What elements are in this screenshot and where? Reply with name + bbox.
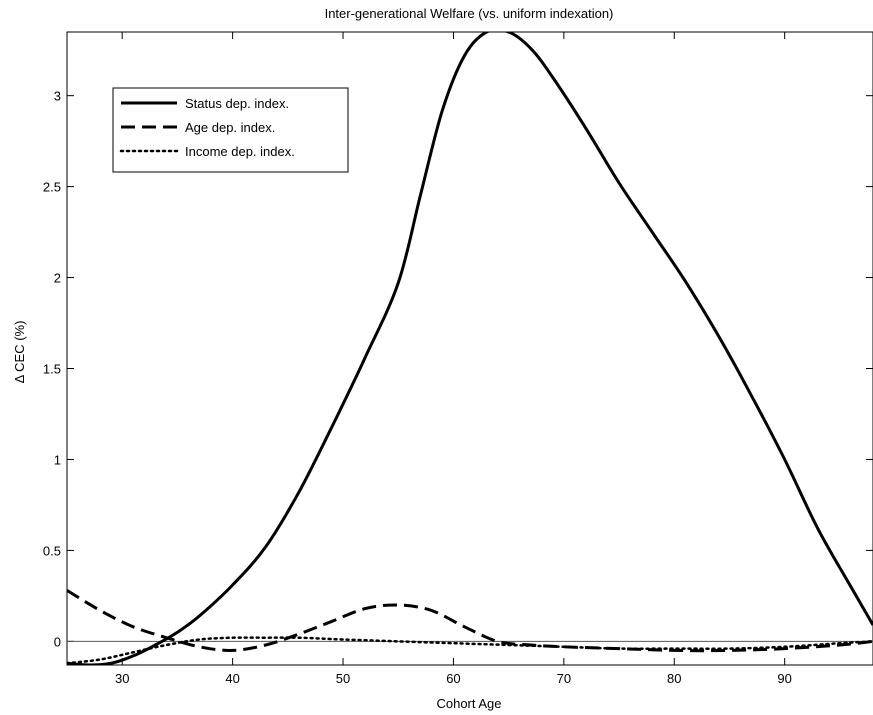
x-axis-label: Cohort Age [436,696,501,711]
y-tick-label: 2 [54,271,61,286]
y-tick-label: 3 [54,89,61,104]
legend-label-status-dep-index: Status dep. index. [185,96,289,111]
x-tick-label: 70 [557,671,571,686]
x-tick-label: 30 [115,671,129,686]
x-tick-label: 40 [225,671,239,686]
chart-title: Inter-generational Welfare (vs. uniform … [325,6,614,21]
y-tick-label: 0.5 [43,543,61,558]
y-tick-label: 2.5 [43,180,61,195]
series-line-age-dep-index [67,589,873,653]
y-tick-label: 1 [54,452,61,467]
x-tick-label: 90 [777,671,791,686]
legend-label-age-dep-index: Age dep. index. [185,120,275,135]
series-line-status-dep-index [67,32,873,665]
y-tick-label: 0 [54,634,61,649]
y-tick-label: 1.5 [43,362,61,377]
legend-label-income-dep-index: Income dep. index. [185,144,295,159]
series-lines [67,32,873,665]
x-tick-label: 80 [667,671,681,686]
series-line-income-dep-index [67,636,873,665]
x-tick-label: 60 [446,671,460,686]
y-axis-label: Δ CEC (%) [12,321,27,384]
legend: Status dep. index. Age dep. index. Income … [112,87,349,173]
axes: 30 40 50 60 70 80 90 0 0.5 1 1.5 2 2.5 3 [43,32,873,686]
x-tick-label: 50 [336,671,350,686]
